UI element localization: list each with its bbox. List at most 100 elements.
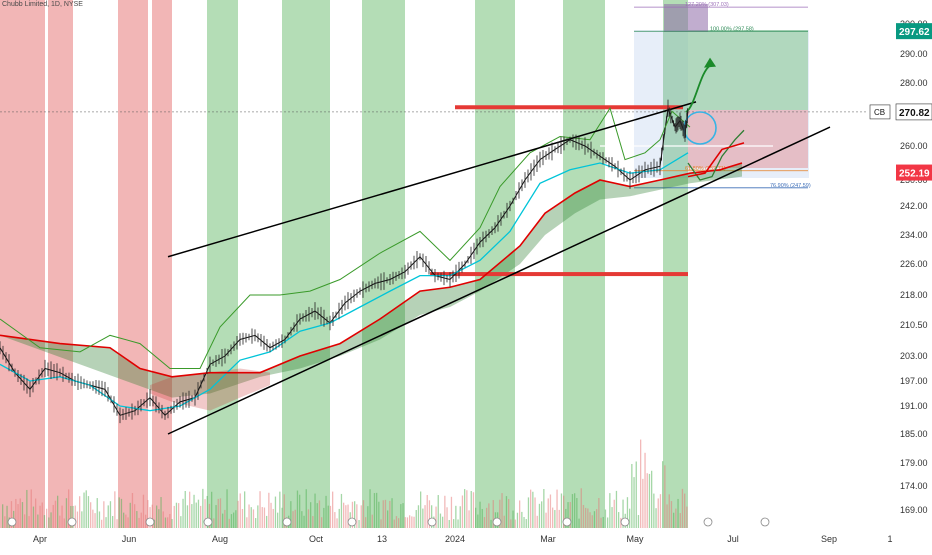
volume-bar [142,494,145,528]
volume-bar [477,514,479,528]
y-tick-label: 242.00 [900,201,928,211]
volume-bar [321,517,323,528]
x-tick-label: Oct [309,534,324,544]
price-badge [896,23,932,40]
volume-bar [169,514,171,528]
volume-bar [426,494,428,528]
volume-bar [90,502,92,528]
volume-bar [41,502,43,528]
target-zone [688,30,808,110]
volume-bar [259,491,261,528]
volume-bar [63,518,65,528]
volume-bar [114,491,116,528]
volume-bar [558,509,560,528]
volume-bar [464,489,466,528]
y-tick-label: 191.00 [900,401,928,411]
volume-bar [189,491,191,528]
volume-bar [50,512,52,528]
volume-bar [576,498,578,528]
volume-bar [457,519,459,528]
fib-top-box [664,4,708,32]
volume-bar [226,489,228,528]
volume-bar [593,511,596,528]
volume-bar [266,515,268,528]
price-badge-label: 297.62 [899,27,930,38]
volume-bar [501,493,503,528]
volume-bar [171,519,173,528]
volume-bar [442,516,444,528]
volume-bar [323,507,325,528]
y-tick-label: 280.00 [900,78,928,88]
volume-bar [362,500,365,528]
volume-bar [21,502,24,528]
volume-bar [343,502,345,528]
volume-bar [598,498,600,528]
volume-bar [417,505,420,528]
volume-bar [582,504,585,528]
background-band [207,0,238,528]
volume-bar [384,499,387,528]
volume-bar [569,502,571,528]
volume-bar [305,489,307,528]
background-band [563,0,605,528]
volume-bar [94,513,96,528]
ichimoku-cloud [0,163,742,398]
volume-bar [112,515,114,528]
volume-bar [200,505,202,528]
volume-bar [211,491,213,528]
volume-bar [677,498,679,528]
event-marker [347,517,357,527]
volume-bar [371,514,373,528]
event-marker [427,517,437,527]
volume-bar [356,504,358,528]
volume-bar [233,512,235,528]
volume-bar [241,508,244,528]
volume-bar [290,501,292,528]
background-band [48,0,73,528]
volume-bar [15,498,17,528]
volume-bar [633,477,635,528]
volume-bar [446,507,448,528]
volume-bar [365,517,367,528]
volume-bar [277,512,279,528]
volume-bar [428,500,431,528]
volume-bar [270,502,272,528]
volume-bar [470,491,472,528]
volume-bar [131,493,134,528]
volume-bar [219,498,222,528]
volume-bar [437,495,439,528]
volume-bar [347,504,349,528]
volume-bar [338,508,340,528]
volume-bar [453,519,455,528]
volume-bar [301,511,303,528]
event-marker [703,517,713,527]
volume-bar [525,519,527,528]
volume-bar [679,513,681,528]
price-badge [895,103,932,121]
volume-bar [488,503,490,528]
y-tick-label: 179.00 [900,458,928,468]
volume-bar [618,512,620,528]
volume-bar [279,491,281,528]
volume-bar [129,502,131,528]
volume-bar [237,500,239,528]
volume-bar [92,509,94,528]
volume-bar [552,507,554,528]
volume-bar [134,504,136,528]
volume-bar [483,517,486,528]
volume-bar [182,498,184,528]
volume-bar [536,515,538,528]
volume-bar [312,516,314,528]
volume-bar [72,505,74,528]
volume-bar [468,510,470,528]
volume-bar [208,503,211,528]
background-band [282,0,330,528]
volume-bar [246,517,248,528]
volume-bar [395,516,398,528]
volume-bar [380,519,382,528]
volume-bar [70,505,72,528]
y-tick-label: 210.50 [900,320,928,330]
volume-bar [153,519,156,528]
